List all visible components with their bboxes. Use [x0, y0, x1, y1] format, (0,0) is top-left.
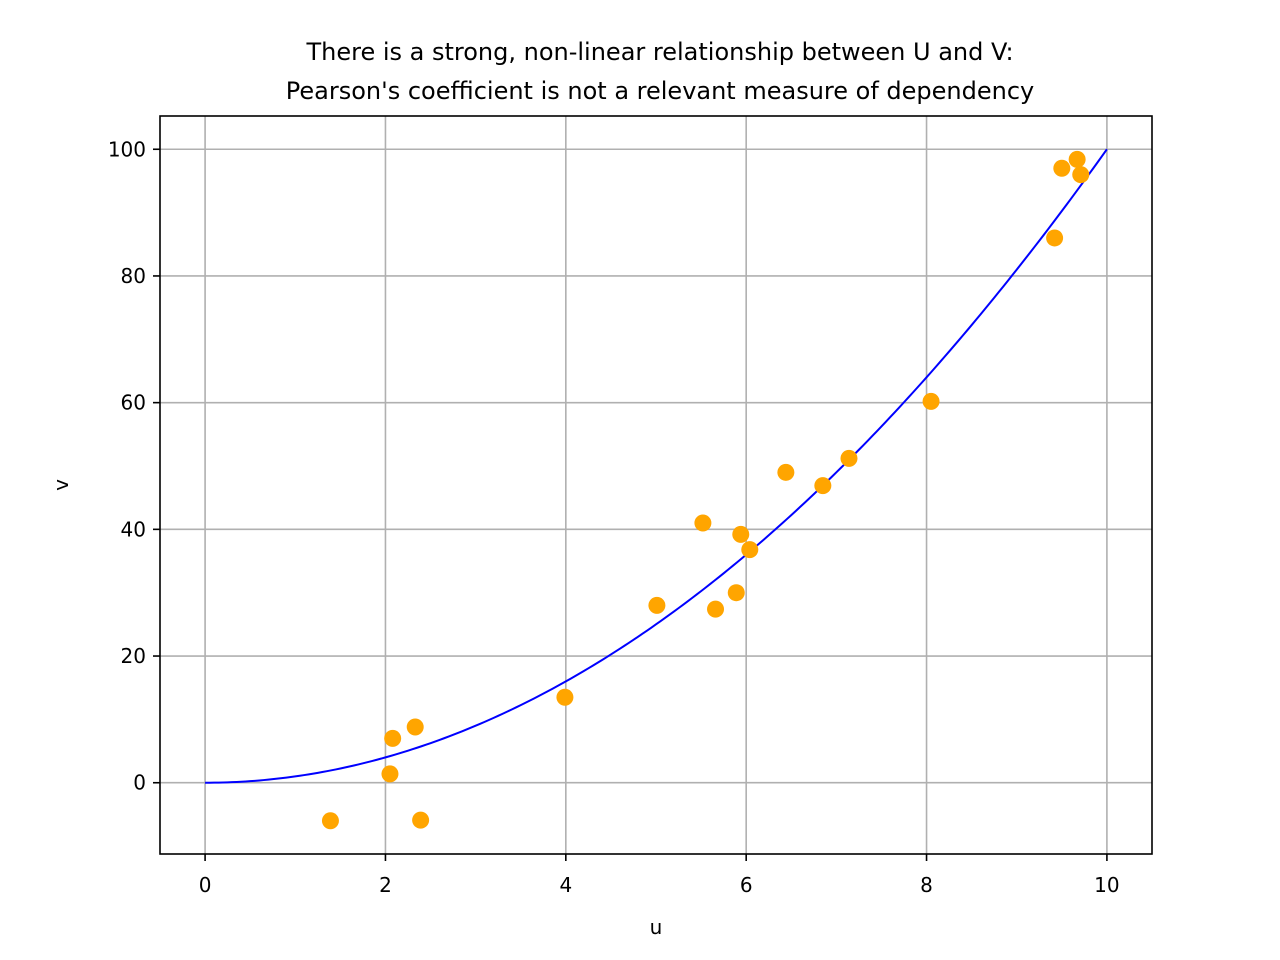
- chart-title-line-1: There is a strong, non-linear relationsh…: [305, 38, 1013, 66]
- curve-line: [205, 148, 1108, 784]
- scatter-point: [1053, 159, 1071, 177]
- x-tick-label: 2: [379, 873, 392, 897]
- scatter-point: [777, 463, 795, 481]
- x-tick-label: 0: [199, 873, 212, 897]
- fitted-curve: [205, 148, 1108, 784]
- y-axis-label: v: [49, 479, 73, 491]
- plot-frame: [159, 115, 1153, 855]
- scatter-point: [741, 541, 759, 559]
- y-tick-label: 40: [121, 517, 146, 541]
- y-tick-label: 0: [133, 771, 146, 795]
- scatter-point: [321, 812, 339, 830]
- grid-lines: [160, 116, 1152, 854]
- chart-title-line-2: Pearson's coefficient is not a relevant …: [286, 77, 1034, 105]
- scatter-point: [412, 811, 430, 829]
- scatter-point: [381, 765, 399, 783]
- x-tick-label: 6: [740, 873, 753, 897]
- scatter-point: [1068, 150, 1086, 168]
- scatter-point: [727, 584, 745, 602]
- scatter-point: [814, 477, 832, 495]
- y-tick-label: 100: [108, 137, 146, 161]
- scatter-point: [694, 514, 712, 532]
- scatter-point: [648, 596, 666, 614]
- scatter-point: [707, 600, 725, 618]
- scatter-point: [1072, 166, 1090, 184]
- scatter-point: [556, 688, 574, 706]
- y-tick-label: 80: [121, 264, 146, 288]
- y-tick-label: 60: [121, 391, 146, 415]
- x-tick-label: 4: [559, 873, 572, 897]
- y-tick-label: 20: [121, 644, 146, 668]
- scatter-point: [840, 449, 858, 467]
- scatter-points: [321, 150, 1090, 830]
- scatter-point: [384, 729, 402, 747]
- scatter-point: [922, 392, 940, 410]
- x-tick-label: 8: [920, 873, 933, 897]
- scatter-point: [1046, 229, 1064, 247]
- x-axis-label: u: [650, 915, 663, 939]
- x-tick-label: 10: [1094, 873, 1119, 897]
- scatter-point: [406, 718, 424, 736]
- axes-frame: [159, 115, 1153, 855]
- scatter-point: [732, 525, 750, 543]
